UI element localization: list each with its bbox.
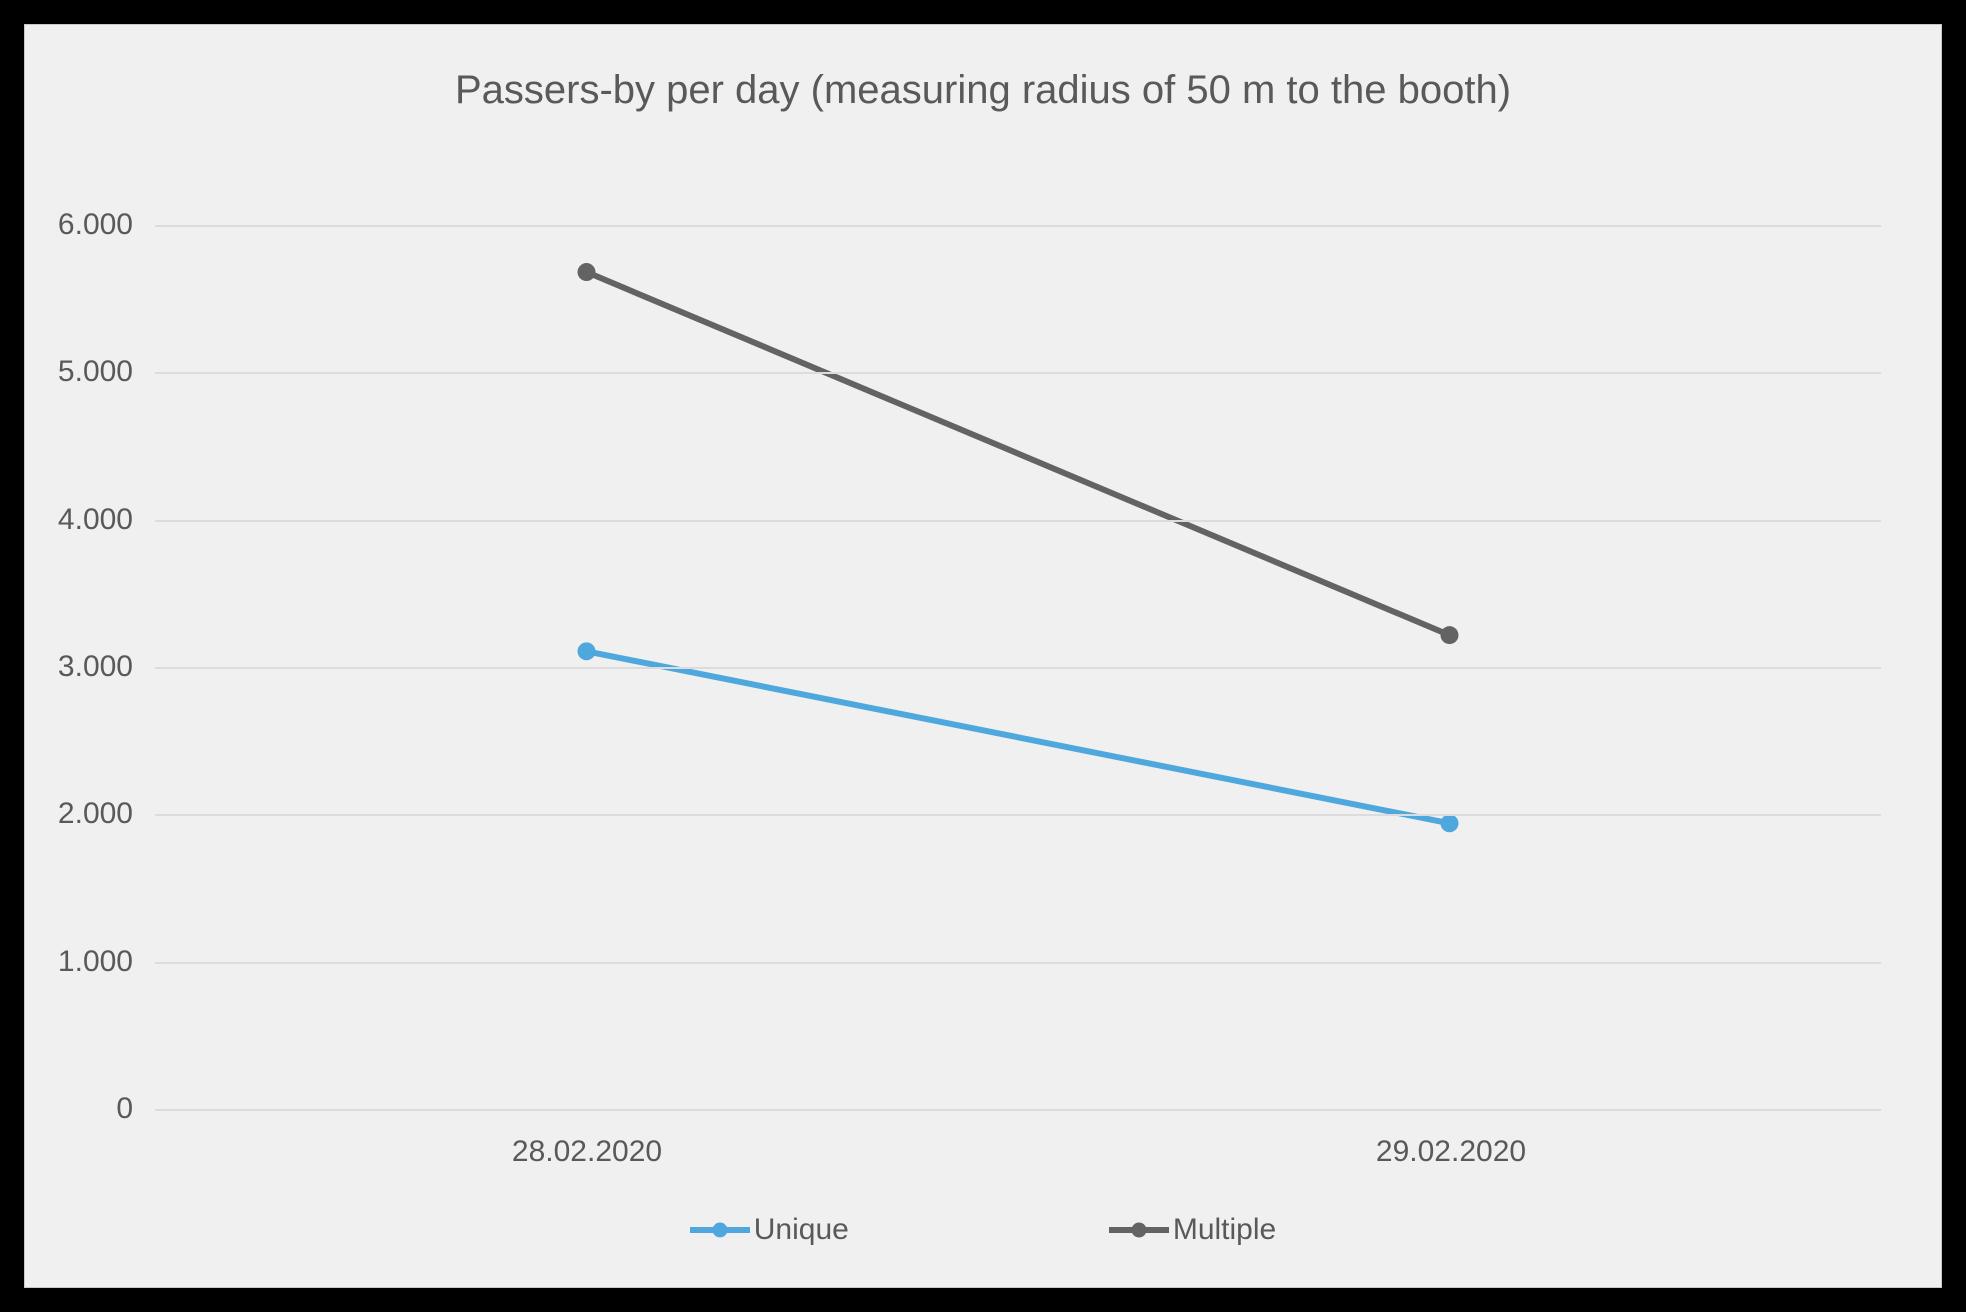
gridline: [155, 962, 1881, 964]
y-tick-label: 6.000: [58, 208, 155, 242]
x-tick-label: 28.02.2020: [512, 1107, 662, 1169]
legend-label: Multiple: [1173, 1213, 1276, 1247]
legend-swatch-icon: [690, 1220, 750, 1240]
y-tick-label: 1.000: [58, 945, 155, 979]
series-line-multiple: [587, 272, 1450, 635]
gridline: [155, 814, 1881, 816]
gridline: [155, 372, 1881, 374]
y-tick-label: 0: [116, 1092, 155, 1126]
y-tick-label: 5.000: [58, 355, 155, 389]
gridline: [155, 667, 1881, 669]
legend-label: Unique: [754, 1213, 849, 1247]
chart-title: Passers-by per day (measuring radius of …: [25, 65, 1941, 115]
gridline: [155, 1109, 1881, 1111]
chart-lines-svg: [155, 225, 1881, 1107]
chart-card: Passers-by per day (measuring radius of …: [24, 24, 1942, 1288]
series-marker-unique: [578, 642, 596, 660]
legend-item-multiple: Multiple: [1109, 1213, 1276, 1247]
x-tick-label: 29.02.2020: [1376, 1107, 1526, 1169]
legend-swatch-icon: [1109, 1220, 1169, 1240]
y-tick-label: 2.000: [58, 797, 155, 831]
series-marker-multiple: [1441, 626, 1459, 644]
series-line-unique: [587, 651, 1450, 823]
series-marker-multiple: [578, 263, 596, 281]
chart-outer-frame: Passers-by per day (measuring radius of …: [0, 0, 1966, 1312]
y-tick-label: 3.000: [58, 650, 155, 684]
gridline: [155, 225, 1881, 227]
y-tick-label: 4.000: [58, 503, 155, 537]
plot-area: 01.0002.0003.0004.0005.0006.00028.02.202…: [155, 225, 1881, 1107]
series-marker-unique: [1441, 814, 1459, 832]
legend: Unique Multiple: [25, 1213, 1941, 1247]
legend-item-unique: Unique: [690, 1213, 849, 1247]
gridline: [155, 520, 1881, 522]
